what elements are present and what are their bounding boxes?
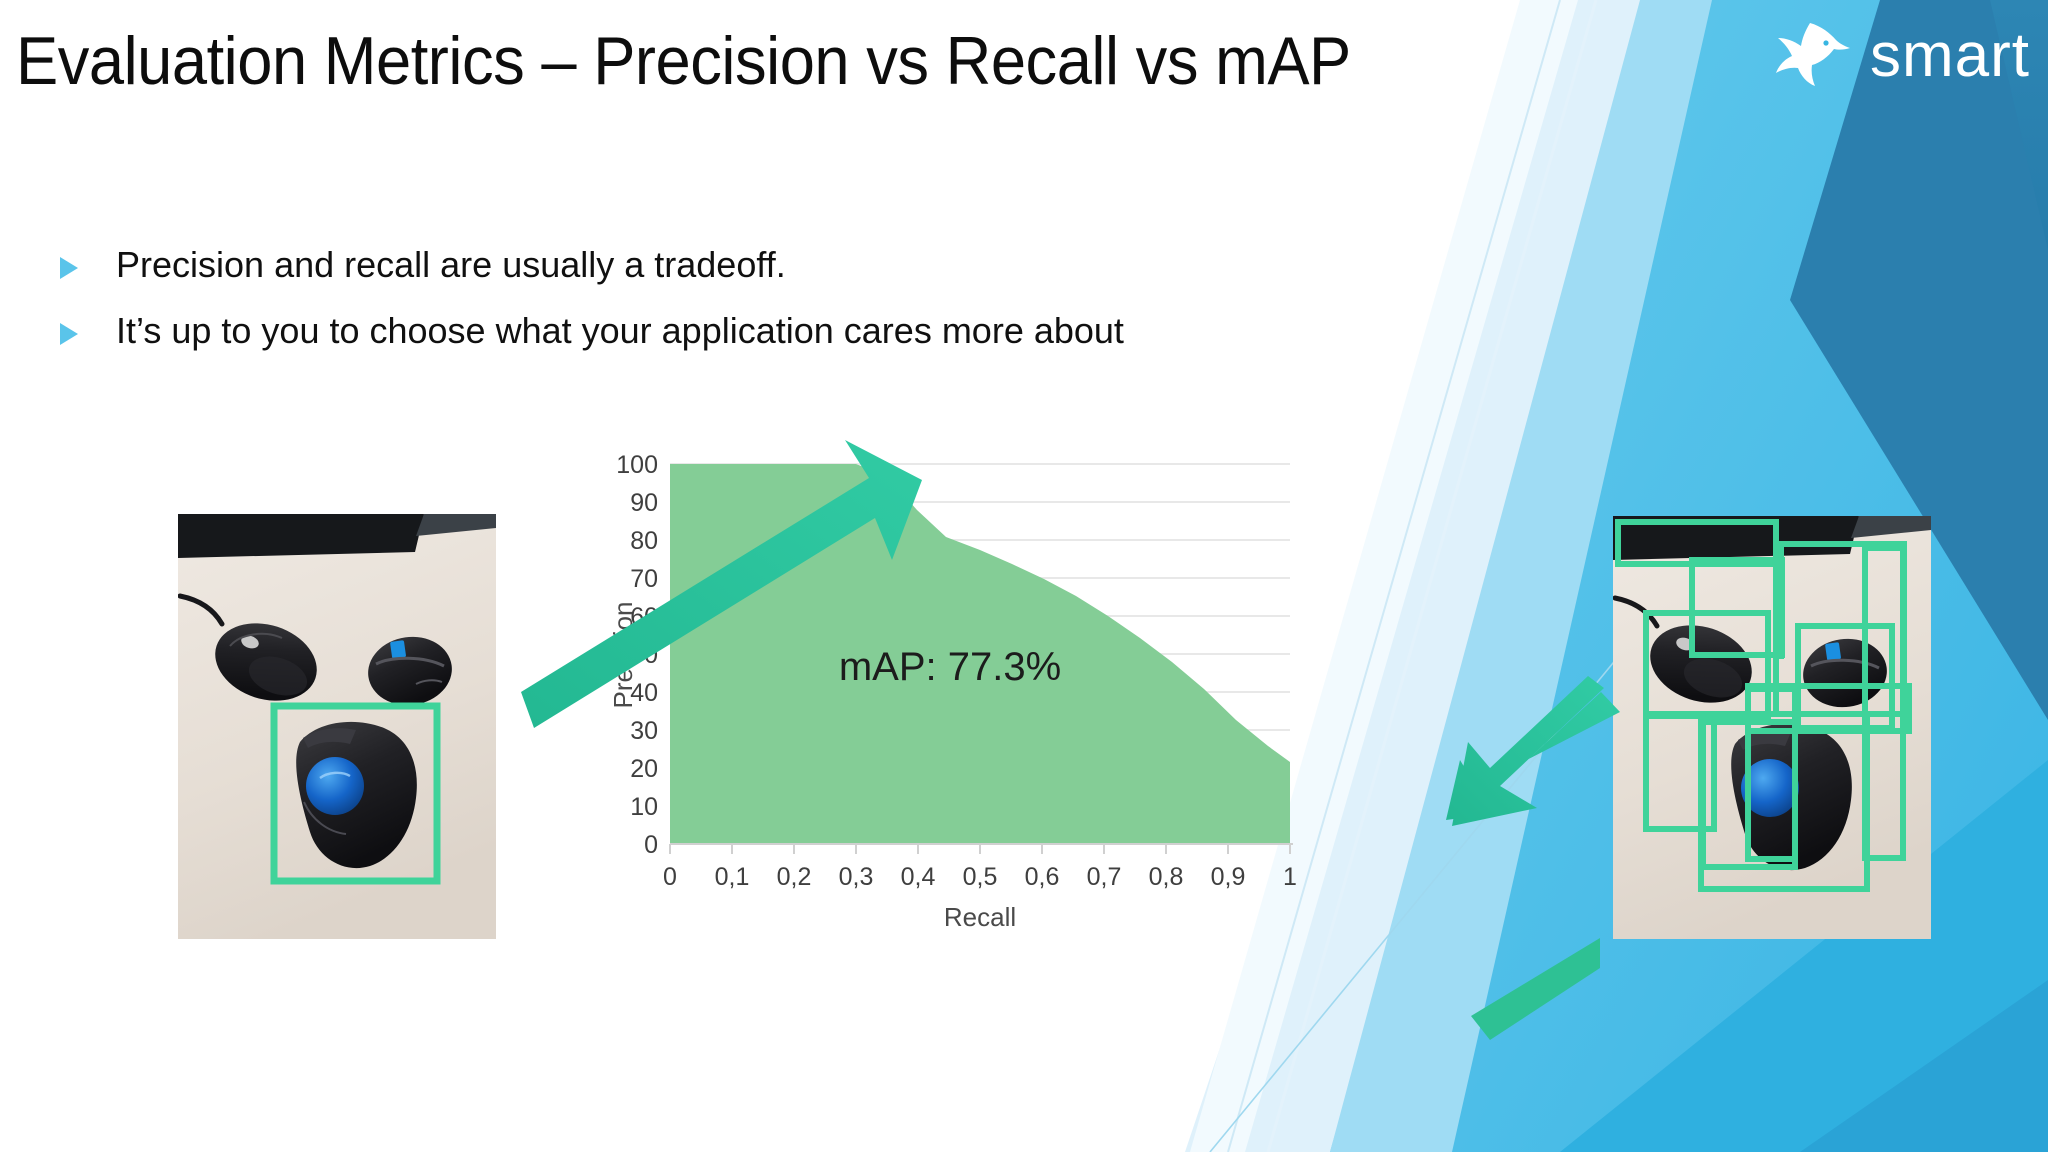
page-title: Evaluation Metrics – Precision vs Recall…: [16, 23, 1351, 99]
logo-wordmark: smart: [1870, 21, 2030, 90]
bullet-list: Precision and recall are usually a trade…: [56, 243, 1356, 375]
list-item: Precision and recall are usually a trade…: [56, 243, 1356, 287]
x-tick-labels: 0 0,1 0,2 0,3 0,4 0,5 0,6 0,7 0,8 0,9 1: [663, 863, 1297, 891]
bounding-box-group: [1615, 519, 1912, 892]
y-tick: 80: [630, 527, 658, 555]
bullet-text: It’s up to you to choose what your appli…: [116, 310, 1124, 351]
x-axis-ticks: [669, 844, 1291, 854]
bounding-box: [270, 702, 441, 885]
bounding-box: [1862, 545, 1906, 861]
bounding-box: [1745, 686, 1798, 862]
list-item: It’s up to you to choose what your appli…: [56, 309, 1356, 353]
x-tick: 1: [1283, 863, 1297, 891]
x-tick: 0,1: [715, 863, 750, 891]
x-tick: 0,4: [901, 863, 936, 891]
x-tick: 0,7: [1087, 863, 1122, 891]
hummingbird-icon: [1764, 19, 1860, 94]
x-axis-title: Recall: [944, 902, 1016, 932]
prediction-photo: [1613, 516, 1931, 939]
y-tick: 0: [644, 831, 658, 859]
triangle-right-icon: [56, 321, 82, 347]
x-tick: 0,2: [777, 863, 812, 891]
y-tick: 90: [630, 489, 658, 517]
ground-truth-photo: [178, 514, 496, 939]
bullet-text: Precision and recall are usually a trade…: [116, 244, 786, 285]
x-tick: 0,5: [963, 863, 998, 891]
brand-logo: smart: [1764, 14, 2030, 98]
y-tick: 10: [630, 793, 658, 821]
x-tick: 0,3: [839, 863, 874, 891]
y-tick: 70: [630, 565, 658, 593]
bounding-box: [1643, 711, 1717, 832]
x-tick: 0,6: [1025, 863, 1060, 891]
x-tick: 0: [663, 863, 677, 891]
precision-recall-chart: 100 90 80 70 60 50 40 30 20 10 0 0 0,1 0…: [560, 440, 1500, 1060]
y-tick: 100: [616, 451, 658, 479]
y-tick: 20: [630, 755, 658, 783]
y-axis-title: Precision: [608, 602, 638, 709]
triangle-right-icon: [56, 255, 82, 281]
x-tick: 0,8: [1149, 863, 1184, 891]
x-tick: 0,9: [1211, 863, 1246, 891]
y-tick: 30: [630, 717, 658, 745]
map-annotation: mAP: 77.3%: [839, 645, 1061, 689]
